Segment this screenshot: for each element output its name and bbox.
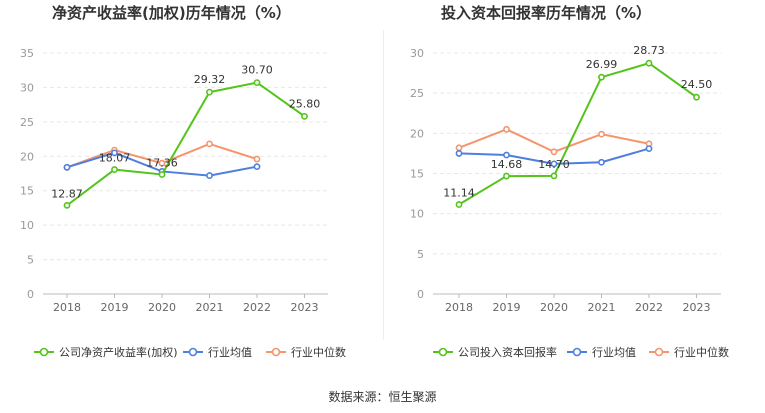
data-point-industry-median (158, 159, 166, 167)
data-label: 29.32 (194, 73, 226, 86)
x-tick-label: 2022 (635, 301, 663, 314)
data-point-company (693, 93, 700, 101)
y-tick-label: 0 (27, 288, 34, 301)
x-tick-label: 2022 (243, 301, 271, 314)
data-point-industry-median (455, 144, 463, 152)
y-tick-label: 5 (417, 248, 424, 261)
chart-title-roe: 净资产收益率(加权)历年情况（%） (52, 4, 291, 22)
x-tick-label: 2023 (291, 301, 319, 314)
y-tick-label: 25 (20, 116, 34, 129)
y-tick-label: 15 (410, 168, 424, 181)
data-label: 11.14 (443, 187, 475, 200)
legend-label-company: 公司投入资本回报率 (458, 345, 557, 359)
legend-label-industry-avg: 行业均值 (208, 346, 252, 359)
x-tick-label: 2018 (53, 301, 81, 314)
data-point-company (111, 166, 118, 173)
x-tick-label: 2020 (148, 301, 176, 314)
data-label: 26.99 (586, 58, 618, 71)
chart-title-roic: 投入资本回报率历年情况（%） (441, 4, 652, 22)
legend-marker-industry-median (654, 347, 664, 357)
divider (383, 30, 384, 340)
legend-label-industry-median: 行业中位数 (674, 345, 729, 359)
x-tick-label: 2019 (101, 301, 129, 314)
y-tick-label: 0 (417, 288, 424, 301)
legend-marker-industry-median (271, 347, 281, 357)
data-label: 24.50 (681, 78, 713, 91)
legend-marker-company (39, 347, 49, 357)
roic-chart: 0 5 10 15 20 25 30 2018 2019 2020 2021 2022 2023 11.1… (410, 44, 729, 359)
y-tick-label: 20 (410, 127, 424, 140)
data-point-company (206, 88, 213, 96)
legend-label-industry-median: 行业中位数 (291, 345, 346, 359)
x-tick-label: 2019 (493, 301, 521, 314)
y-tick-label: 35 (20, 47, 34, 60)
data-point-industry-avg (253, 163, 261, 171)
data-point-company (598, 73, 605, 81)
data-point-industry-avg (111, 149, 118, 157)
series-line-company (66, 81, 306, 207)
x-tick-label: 2023 (683, 301, 711, 314)
data-source: 数据来源：恒生聚源 (328, 390, 437, 404)
data-point-industry-median (503, 125, 510, 133)
data-point-industry-avg (206, 172, 213, 179)
data-label: 18.07 (99, 152, 131, 165)
y-tick-label: 10 (410, 208, 424, 221)
y-tick-label: 30 (410, 47, 424, 60)
y-tick-label: 10 (20, 219, 34, 232)
x-tick-label: 2021 (588, 301, 616, 314)
data-label: 28.73 (633, 44, 665, 57)
data-point-company (503, 172, 510, 180)
data-point-industry-avg (550, 160, 558, 168)
legend-marker-company (438, 347, 448, 357)
data-point-industry-avg (503, 151, 510, 159)
data-point-industry-avg (645, 145, 653, 152)
roe-chart: 0 5 10 15 20 25 30 35 2018 2019 2020 2021 2022 2023 12… (20, 47, 346, 359)
data-point-industry-avg (455, 150, 463, 157)
data-label: 12.87 (51, 187, 83, 200)
data-label: 14.70 (538, 158, 570, 171)
x-tick-label: 2020 (540, 301, 568, 314)
y-tick-label: 15 (20, 185, 34, 198)
data-label: 25.80 (289, 97, 321, 110)
x-tick-label: 2021 (196, 301, 224, 314)
data-point-company (253, 79, 261, 87)
y-tick-label: 20 (20, 150, 34, 163)
data-point-company (550, 172, 558, 180)
data-label: 14.68 (491, 158, 523, 171)
data-point-industry-median (598, 130, 605, 138)
x-tick-label: 2018 (445, 301, 473, 314)
data-point-industry-median (253, 155, 261, 163)
data-point-company (455, 201, 463, 208)
series-line-company (458, 62, 698, 206)
y-tick-label: 25 (410, 87, 424, 100)
data-point-company (301, 112, 308, 120)
data-point-industry-median (206, 140, 213, 148)
y-tick-label: 30 (20, 81, 34, 94)
data-point-company (63, 201, 71, 209)
legend-marker-industry-avg (572, 347, 582, 357)
data-label: 17.36 (146, 156, 178, 169)
legend-marker-industry-avg (188, 347, 198, 357)
data-point-company (645, 59, 653, 67)
data-label: 30.70 (241, 64, 273, 77)
data-point-company (158, 171, 166, 178)
y-tick-label: 5 (27, 254, 34, 267)
legend-label-company: 公司净资产收益率(加权) (59, 345, 178, 359)
data-point-industry-avg (63, 163, 71, 171)
data-point-industry-median (550, 148, 558, 156)
legend-label-industry-avg: 行业均值 (592, 346, 636, 359)
data-point-industry-avg (598, 158, 605, 166)
